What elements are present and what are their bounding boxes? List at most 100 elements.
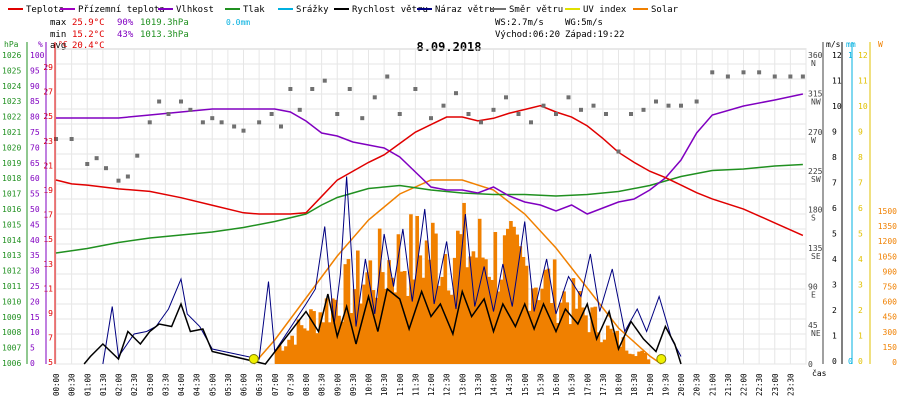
solar-bar	[284, 346, 288, 364]
axis-uv-tick: 8	[858, 153, 863, 162]
wind-dir-point	[579, 107, 583, 112]
axis-temp-tick: 11	[43, 284, 53, 293]
solar-bar	[362, 284, 366, 364]
series-vlhkost	[56, 93, 804, 215]
wind-dir-point	[604, 112, 608, 116]
legend-label-0: Teplota	[26, 5, 64, 15]
axis-w-tick: 0	[892, 358, 897, 367]
wind-dir-point	[54, 137, 58, 141]
solar-bar	[637, 351, 641, 364]
axis-ms-tick: 8	[832, 153, 837, 162]
stat-max-label: max	[50, 18, 67, 28]
solar-bar	[324, 298, 329, 364]
stat-min-label: min	[50, 30, 66, 40]
axis-pct-tick: 70	[30, 143, 40, 152]
legend-label-8: UV index	[583, 5, 627, 15]
solar-bar	[446, 290, 451, 364]
axis-pct-tick: 15	[30, 313, 40, 322]
axis-pct-tick: 35	[30, 251, 40, 260]
axis-ms-tick: 0	[832, 357, 837, 366]
wind-dir-point	[454, 91, 458, 96]
solar-bar	[499, 279, 504, 364]
axis-ms-tick: 2	[832, 306, 837, 315]
solar-bar	[643, 352, 648, 364]
axis-hpa-tick: 1025	[2, 66, 21, 75]
axis-x-tick: 04:30	[193, 373, 202, 396]
stat-min-hum: 43%	[117, 30, 134, 40]
axis-dir-tick: 45	[808, 321, 818, 330]
axis-hpa-tick: 1024	[2, 82, 21, 91]
stat-min-temp: 15.2°C	[72, 30, 105, 40]
solar-bar	[481, 257, 485, 364]
solar-bar	[524, 265, 529, 364]
solar-bar	[359, 303, 363, 364]
wind-dir-point	[310, 87, 315, 91]
axis-x-tick: 08:30	[318, 373, 327, 396]
axis-x-tick: 02:30	[130, 373, 139, 396]
axis-temp-tick: 15	[43, 235, 53, 244]
axis-hpa-tick: 1017	[2, 190, 21, 199]
solar-bar	[437, 285, 441, 364]
solar-bar	[490, 279, 494, 364]
solar-bar	[640, 350, 644, 364]
axis-pct-tick: 25	[30, 282, 40, 291]
legend-label-1: Přízemní teplota	[78, 5, 165, 15]
stat-min-press: 1013.3hPa	[140, 30, 189, 40]
axis-w-tick: 450	[883, 313, 898, 322]
stats-panel: max 25.9°C 90% 1019.3hPa 0.0mm min 15.2°…	[50, 18, 625, 51]
axis-ms-tick: 12	[832, 51, 842, 60]
solar-bar	[518, 246, 523, 364]
legend-label-7: Směr větru	[509, 5, 563, 15]
axis-x-tick: 13:00	[458, 373, 467, 396]
axis-x-tick: 15:30	[536, 373, 545, 396]
wind-dir-point	[479, 120, 483, 125]
axis-temp-tick: 25	[43, 112, 53, 121]
axis-x-tick: 02:00	[115, 373, 124, 396]
wind-dir-point	[788, 74, 793, 79]
wind-dir-point	[188, 107, 193, 112]
wind-dir-point	[725, 74, 730, 79]
legend-label-5: Rychlost větru	[352, 5, 428, 15]
axis-hpa-tick: 1013	[2, 251, 21, 260]
axis-temp-tick: 13	[43, 260, 53, 269]
wind-dir-point	[566, 95, 571, 100]
wind-dir-point	[269, 112, 274, 116]
stat-max-press: 1019.3hPa	[140, 18, 189, 28]
axis-x-tick: 18:00	[615, 373, 624, 396]
axis-temp-tick: 27	[43, 88, 53, 97]
axis-uv-tick: 11	[858, 77, 868, 86]
solar-bar	[515, 234, 519, 364]
axis-temp-tick: 21	[43, 161, 53, 170]
sunrise-marker	[248, 354, 259, 364]
axis-hpa-tick: 1007	[2, 344, 21, 353]
axis-hpa-tick: 1023	[2, 97, 21, 106]
solar-bar	[440, 276, 444, 364]
series-rychlost-vetru	[83, 287, 682, 365]
axis-uv-tick: 3	[858, 281, 863, 290]
wind-dir-point	[135, 153, 140, 158]
axis-x-tick: 10:30	[380, 373, 389, 396]
axis-x-tick: 16:30	[568, 373, 577, 396]
wind-dir-point	[257, 120, 262, 125]
solar-bar	[443, 254, 448, 364]
axis-x-tick: 09:30	[349, 373, 358, 396]
solar-bar	[493, 231, 498, 364]
solar-bar	[312, 311, 316, 364]
wind-dir-point	[210, 116, 215, 121]
solar-bar	[424, 240, 429, 364]
wind-dir-point	[322, 78, 327, 83]
wind-dir-point	[166, 112, 171, 116]
legend-label-2: Vlhkost	[176, 5, 214, 15]
axis-temp-tick: 29	[43, 63, 53, 72]
axis-dir-label: NE	[811, 329, 821, 338]
solar-bar	[337, 315, 341, 364]
axis-x-tick: 11:30	[411, 373, 420, 396]
solar-bar	[527, 310, 532, 364]
solar-bar	[356, 250, 360, 364]
solar-bar	[387, 260, 391, 364]
axis-ms-tick: 4	[832, 255, 837, 264]
axis-x-tick: 14:00	[490, 373, 499, 396]
axis-hpa-tick: 1012	[2, 267, 21, 276]
axis-pct-tick: 10	[30, 328, 40, 337]
solar-bar	[418, 255, 423, 364]
